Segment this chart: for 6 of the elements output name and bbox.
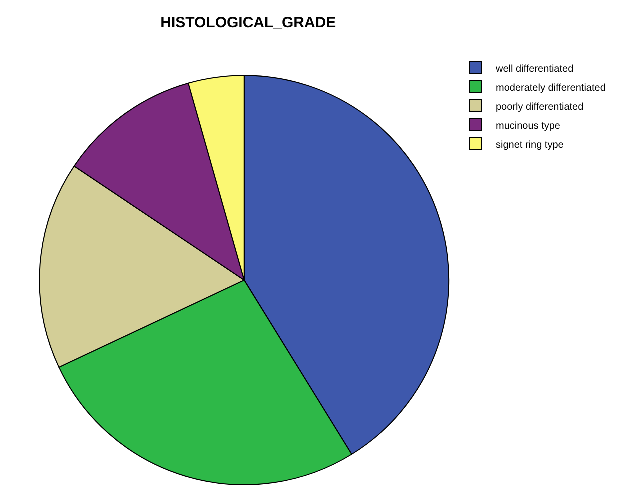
legend-label: signet ring type [496,140,564,151]
legend-label: poorly differentiated [496,102,584,113]
legend-label: well differentiated [495,64,574,75]
legend-label: moderately differentiated [496,82,606,94]
chart-title: HISTOLOGICAL_GRADE [160,14,336,32]
legend-label: mucinous type [496,120,561,132]
